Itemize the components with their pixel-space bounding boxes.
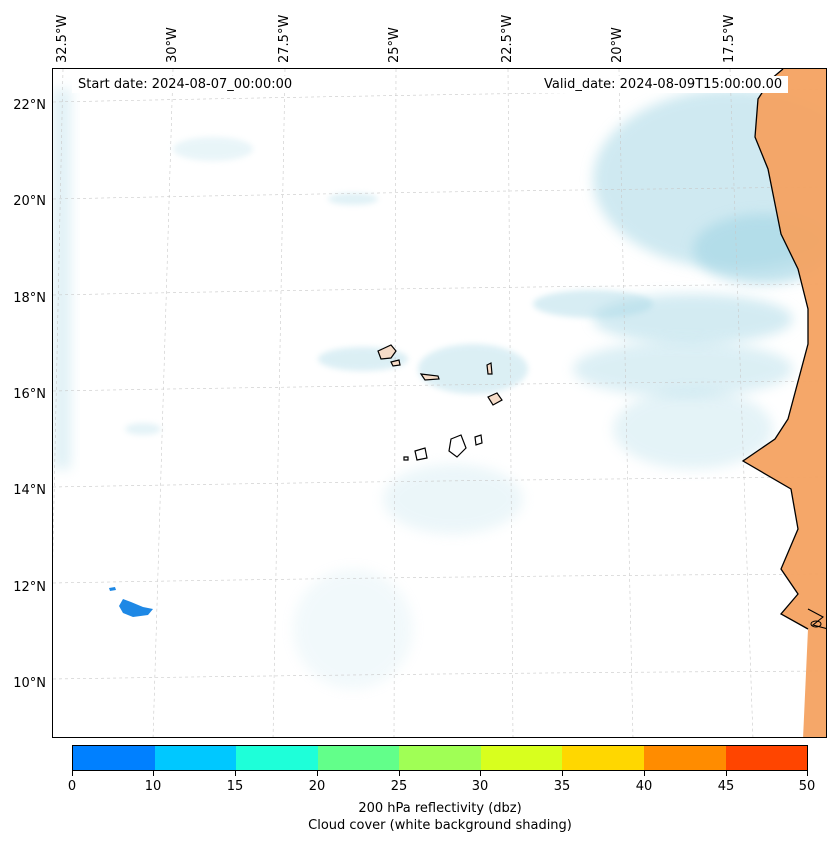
cloud-band-18n-west [533, 290, 653, 318]
colorbar [72, 745, 808, 771]
cloud-north-small [173, 137, 253, 161]
cloud-patch-2 [125, 423, 161, 435]
colorbar-label-0: 0 [67, 779, 77, 794]
colorbar-tick-30 [480, 771, 481, 776]
lon-label-22-5w: 22.5°W [500, 14, 515, 63]
map-panel [52, 68, 827, 738]
lat-label-20n: 20°N [13, 194, 46, 209]
gridline-10n [53, 670, 826, 680]
colorbar-segment-30-35 [480, 746, 563, 770]
gridline-20w [618, 69, 634, 737]
cloud-south [293, 569, 413, 689]
lon-label-32-5w: 32.5°W [55, 14, 70, 63]
colorbar-tick-20 [317, 771, 318, 776]
cloud-band-west [53, 89, 71, 469]
gridline-12n [53, 573, 826, 584]
colorbar-label-40: 40 [635, 779, 653, 794]
lon-label-27-5w: 27.5°W [277, 14, 292, 63]
island-fogo [414, 447, 428, 461]
colorbar-tick-15 [235, 771, 236, 776]
island-maio [474, 434, 483, 446]
lat-label-12n: 12°N [13, 580, 46, 595]
colorbar-tick-0 [72, 771, 73, 776]
gridline-27-5w [272, 69, 286, 737]
colorbar-segment-25-30 [399, 746, 481, 770]
lon-label-25w: 25°W [387, 27, 402, 63]
colorbar-segment-20-25 [317, 746, 400, 770]
island-boa-vista [487, 392, 503, 406]
bijagos-island [810, 620, 822, 628]
colorbar-label-10: 10 [144, 779, 162, 794]
gridline-18n [53, 283, 826, 296]
lon-label-30w: 30°W [165, 27, 180, 63]
colorbar-segment-10-15 [154, 746, 237, 770]
colorbar-label-45: 45 [717, 779, 735, 794]
reflectivity-cell-main [119, 599, 153, 617]
lon-label-17-5w: 17.5°W [722, 14, 737, 63]
gridline-25w [393, 69, 397, 737]
lat-label-22n: 22°N [13, 98, 46, 113]
colorbar-title: 200 hPa reflectivity (dbz) [358, 801, 522, 816]
colorbar-tick-50 [807, 771, 808, 776]
lat-label-10n: 10°N [13, 676, 46, 691]
colorbar-segment-15-20 [236, 746, 318, 770]
colorbar-segment-0-10 [73, 746, 155, 770]
lat-label-18n: 18°N [13, 291, 46, 306]
colorbar-tick-25 [399, 771, 400, 776]
colorbar-label-25: 25 [390, 779, 408, 794]
map-canvas [53, 69, 826, 737]
colorbar-label-20: 20 [308, 779, 326, 794]
gridline-22-5w [507, 69, 514, 737]
colorbar-tick-35 [562, 771, 563, 776]
africa-coastline [741, 69, 809, 630]
colorbar-tick-40 [644, 771, 645, 776]
colorbar-label-15: 15 [226, 779, 244, 794]
colorbar-label-50: 50 [798, 779, 816, 794]
cape-verde-islands [377, 344, 503, 461]
gridline-30w [152, 69, 174, 737]
cloud-patch-1 [328, 193, 378, 205]
lat-label-16n: 16°N [13, 387, 46, 402]
island-santo-antao [377, 344, 397, 360]
start-date-label: Start date: 2024-08-07_00:00:00 [72, 76, 299, 93]
cloud-south-islands [383, 464, 523, 534]
graticule [53, 69, 826, 737]
cloud-band-17n [573, 341, 793, 397]
colorbar-segment-45-50 [725, 746, 808, 770]
colorbar-segment-40-45 [643, 746, 726, 770]
colorbar-label-30: 30 [471, 779, 489, 794]
island-brava [403, 456, 409, 461]
colorbar-subtitle: Cloud cover (white background shading) [308, 818, 572, 833]
island-santiago [448, 434, 467, 458]
cloud-coast-15n [613, 389, 773, 469]
colorbar-segment-35-40 [562, 746, 644, 770]
colorbar-tick-10 [153, 771, 154, 776]
africa-land-fill [743, 69, 826, 737]
cloud-cape-verde-east [418, 344, 528, 394]
valid-date-label: Valid_date: 2024-08-09T15:00:00.00 [538, 76, 789, 93]
island-sao-vicente [390, 359, 401, 367]
island-sal [486, 362, 493, 375]
cloud-cover-layer [53, 89, 826, 689]
lon-label-20w: 20°W [610, 27, 625, 63]
colorbar-tick-45 [726, 771, 727, 776]
island-sao-nicolau [419, 373, 440, 381]
colorbar-label-35: 35 [553, 779, 571, 794]
reflectivity-cell-small [109, 587, 116, 591]
reflectivity-cells [109, 587, 153, 617]
africa-land [741, 69, 826, 737]
gridline-17-5w [729, 69, 754, 737]
lat-label-14n: 14°N [13, 483, 46, 498]
